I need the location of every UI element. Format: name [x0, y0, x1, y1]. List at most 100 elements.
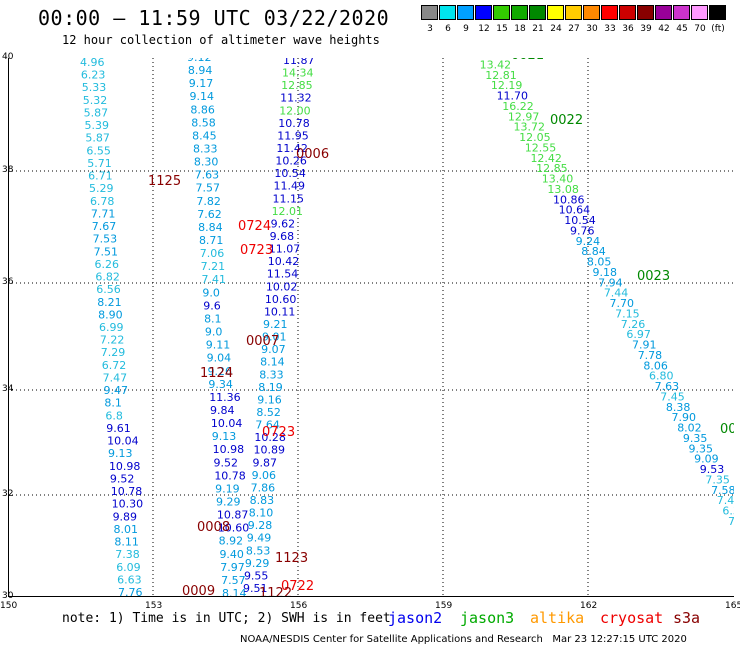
wave-height-value: 11.36 — [209, 391, 241, 404]
wave-height-value: 8.1 — [104, 397, 122, 410]
wave-height-value: 9.16 — [257, 393, 282, 406]
wave-height-value: 10.64 — [559, 204, 591, 217]
satellite-label-jason2: jason2 — [388, 609, 443, 627]
wave-height-value: 10.60 — [218, 522, 250, 535]
lon-tick-label: 156 — [290, 601, 308, 611]
time-label: 1122 — [259, 586, 292, 597]
legend-swatch — [637, 5, 654, 20]
wave-height-value: 8.94 — [188, 64, 213, 77]
wave-height-value: 10.54 — [274, 167, 306, 180]
wave-height-value: 8.90 — [98, 308, 123, 321]
lon-tick-label: 159 — [435, 601, 453, 611]
wave-height-value: 6.97 — [626, 328, 651, 341]
wave-height-value: 10.54 — [564, 214, 596, 227]
legend-label: 45 — [676, 24, 688, 34]
wave-height-value: 8.53 — [246, 544, 271, 557]
lat-tick-label: 40 — [2, 52, 14, 62]
wave-height-value: 7.41 — [202, 273, 227, 286]
wave-height-value: 9.52 — [213, 456, 238, 469]
legend-swatch — [547, 5, 564, 20]
wave-height-value: 10.78 — [278, 117, 310, 130]
legend-swatch — [583, 5, 600, 20]
wave-height-value: 7.2 — [728, 515, 734, 528]
wave-height-value: 9.29 — [245, 557, 270, 570]
wave-height-value: 8.02 — [677, 422, 702, 435]
wave-height-value: 9.76 — [570, 224, 595, 237]
wave-height-value: 12.05 — [519, 131, 551, 144]
time-label: 0007 — [246, 334, 279, 349]
wave-height-value: 10.87 — [217, 509, 249, 522]
wave-height-value: 11.70 — [497, 90, 528, 103]
legend-label: 21 — [532, 24, 544, 34]
legend-swatch — [655, 5, 672, 20]
footer-note: note: 1) Time is in UTC; 2) SWH is in fe… — [62, 611, 391, 626]
wave-height-value: 12.85 — [536, 162, 568, 175]
wave-height-value: 7.57 — [221, 574, 246, 587]
wave-height-value: 5.87 — [84, 106, 109, 119]
wave-height-value: 11.49 — [273, 180, 305, 193]
wave-height-value: 6.26 — [94, 258, 119, 271]
wave-height-value: 5.87 — [85, 132, 110, 145]
legend-swatch — [709, 5, 726, 20]
time-label: 1123 — [275, 551, 308, 566]
wave-height-value: 9.04 — [207, 352, 232, 365]
wave-height-value: 10.04 — [107, 435, 138, 448]
wave-height-value: 8.19 — [258, 381, 283, 394]
wave-height-value: 4.96 — [80, 58, 105, 69]
wave-height-value: 16.22 — [502, 100, 534, 113]
wave-height-value: 9.26 — [207, 365, 232, 378]
wave-height-value: 9.55 — [244, 569, 269, 582]
wave-height-value: 12.19 — [491, 79, 523, 92]
wave-height-value: 9.21 — [263, 318, 288, 331]
time-label: 0009 — [182, 584, 215, 597]
legend-swatch — [691, 5, 708, 20]
wave-height-value: 5.33 — [82, 81, 107, 94]
wave-height-value: 7.71 — [91, 207, 116, 220]
legend-swatch — [529, 5, 546, 20]
wave-height-value: 6.3 — [722, 505, 734, 518]
wave-height-value: 8.58 — [191, 116, 216, 129]
wave-height-value: 7.70 — [609, 297, 634, 310]
wave-height-value: 9.35 — [688, 442, 713, 455]
lat-tick-label: 30 — [2, 591, 14, 601]
footer-credit: NOAA/NESDIS Center for Satellite Applica… — [240, 634, 687, 645]
time-label: 0723 — [240, 243, 273, 258]
wave-height-value: 9.13 — [108, 447, 133, 460]
wave-height-value: 12.99 — [474, 58, 506, 61]
wave-height-value: 7.57 — [196, 182, 221, 195]
wave-height-value: 7.26 — [621, 318, 646, 331]
wave-height-value: 7.47 — [103, 371, 128, 384]
wave-height-value: 13.40 — [542, 173, 574, 186]
wave-height-value: 7.62 — [197, 208, 222, 221]
wave-height-value: 7.86 — [251, 481, 276, 494]
legend-label: (ft) — [711, 24, 725, 34]
wave-height-value: 8.30 — [194, 156, 219, 169]
satellite-label-s3a: s3a — [673, 609, 701, 627]
wave-height-value: 10.78 — [111, 485, 143, 498]
wave-height-value: 9.53 — [700, 463, 725, 476]
legend-label: 42 — [658, 24, 670, 34]
lon-tick-label: 150 — [0, 601, 18, 611]
wave-height-value: 9.35 — [683, 432, 708, 445]
satellite-label-cryosat: cryosat — [600, 609, 664, 627]
wave-height-value: 6.71 — [88, 170, 113, 183]
wave-height-value: 10.26 — [275, 155, 307, 168]
time-label: 0022 — [550, 113, 583, 128]
wave-height-value: 6.55 — [86, 144, 111, 157]
wave-height-value: 6.8 — [105, 409, 123, 422]
wave-height-value: 9.34 — [208, 378, 233, 391]
wave-height-value: 6.09 — [116, 561, 141, 574]
wave-height-value: 9.29 — [216, 495, 241, 508]
wave-height-value: 11.42 — [276, 142, 308, 155]
page-subtitle: 12 hour collection of altimeter wave hei… — [62, 33, 380, 47]
satellite-label-altika: altika — [530, 609, 585, 627]
wave-height-value: 7.82 — [196, 195, 221, 208]
wave-height-value: 9.68 — [270, 230, 295, 243]
wave-height-value: 10.28 — [254, 431, 286, 444]
wave-height-value: 8.33 — [259, 368, 284, 381]
wave-height-value: 6.82 — [95, 271, 120, 284]
lon-tick-label: 162 — [580, 601, 598, 611]
wave-height-value: 9.06 — [252, 469, 276, 482]
page-title: 00:00 – 11:59 UTC 03/22/2020 — [38, 6, 390, 30]
